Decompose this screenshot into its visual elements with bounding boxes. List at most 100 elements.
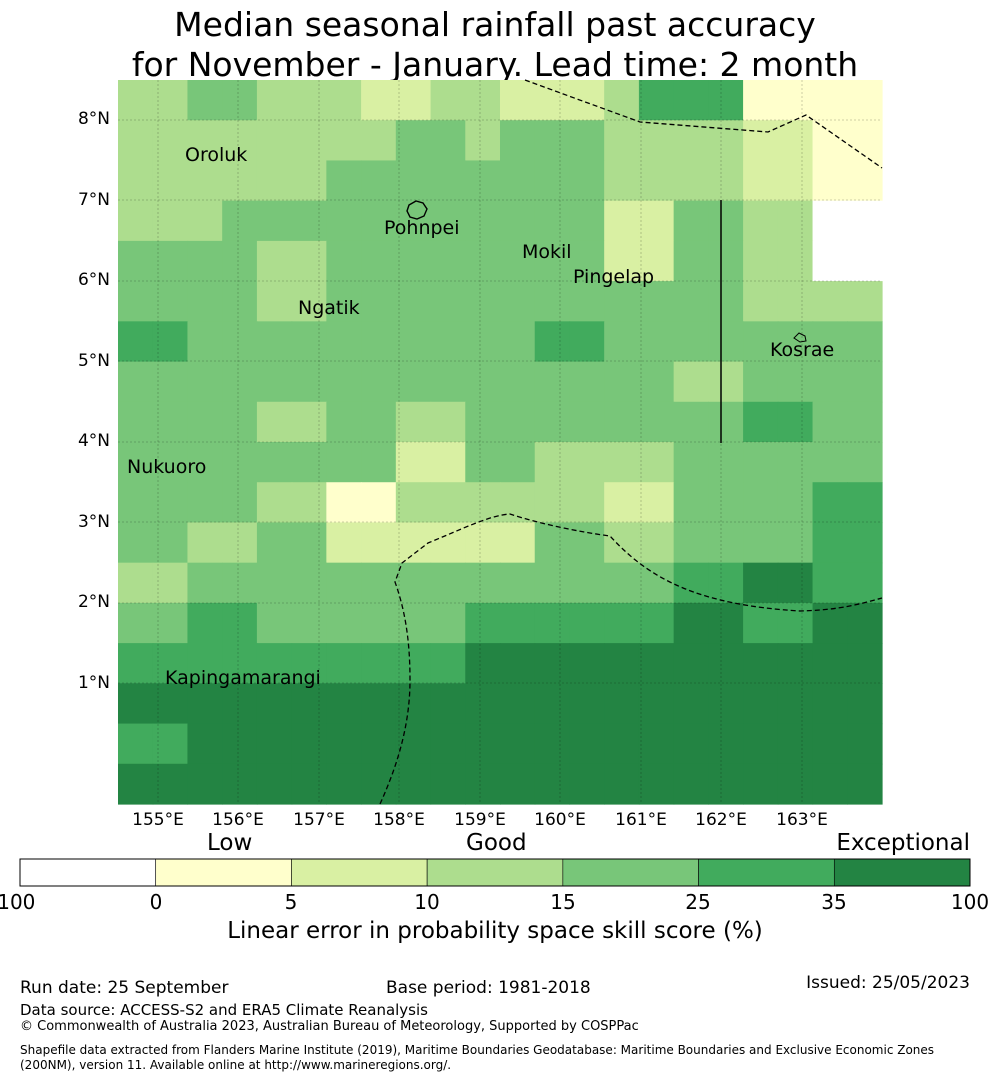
grid-cell bbox=[256, 401, 293, 443]
grid-cell bbox=[187, 120, 223, 162]
grid-cell bbox=[256, 120, 293, 162]
grid-cell bbox=[395, 683, 432, 725]
grid-cell bbox=[256, 80, 293, 121]
grid-cell bbox=[291, 683, 327, 725]
grid-cell bbox=[673, 281, 709, 322]
grid-cell bbox=[812, 401, 848, 443]
grid-cell bbox=[291, 281, 327, 322]
grid-cell bbox=[708, 361, 744, 403]
grid-cell bbox=[534, 321, 571, 363]
grid-cell bbox=[673, 160, 709, 202]
grid-cell bbox=[256, 723, 293, 765]
lat-label-7n: 7°N bbox=[77, 190, 110, 210]
grid-cell bbox=[361, 401, 397, 443]
grid-cell bbox=[534, 562, 571, 604]
grid-cell bbox=[673, 80, 709, 121]
grid-cell bbox=[361, 522, 397, 564]
grid-cell bbox=[638, 683, 675, 725]
grid-cell bbox=[291, 200, 327, 242]
colorbar-tick-0: 0 bbox=[149, 890, 163, 914]
grid-cell bbox=[673, 562, 709, 604]
grid-cell bbox=[604, 160, 640, 202]
grid-cell bbox=[430, 361, 466, 403]
grid-cell bbox=[187, 200, 223, 242]
grid-cell bbox=[743, 643, 779, 684]
grid-cell bbox=[777, 522, 814, 564]
grid-cell bbox=[256, 602, 293, 644]
grid-cell bbox=[430, 763, 466, 805]
grid-cell bbox=[569, 562, 605, 604]
grid-cell bbox=[812, 361, 848, 403]
colorbar-tick-35: 35 bbox=[821, 890, 847, 914]
grid-cell bbox=[291, 160, 327, 202]
grid-cell bbox=[534, 240, 571, 282]
grid-cell bbox=[812, 683, 848, 725]
grid-cell bbox=[604, 482, 640, 524]
grid-cell bbox=[847, 683, 883, 725]
grid-cell bbox=[152, 80, 189, 121]
grid-cell bbox=[395, 80, 432, 121]
lon-label-159e: 159°E bbox=[454, 810, 506, 830]
grid-cell bbox=[534, 160, 571, 202]
grid-cell bbox=[743, 522, 779, 564]
grid-cell bbox=[465, 522, 501, 564]
grid-cell bbox=[743, 723, 779, 765]
grid-cell bbox=[187, 321, 223, 363]
grid-cell bbox=[291, 602, 327, 644]
grid-cell bbox=[500, 442, 536, 483]
grid-cell bbox=[152, 240, 189, 282]
grid-cell bbox=[534, 643, 571, 684]
grid-cell bbox=[777, 361, 814, 403]
colorbar-frame bbox=[19, 858, 971, 887]
grid-cell bbox=[291, 522, 327, 564]
grid-cell bbox=[361, 240, 397, 282]
grid-cell bbox=[708, 281, 744, 322]
grid-cell bbox=[395, 643, 432, 684]
grid-cell bbox=[465, 80, 501, 121]
grid-cell bbox=[222, 240, 258, 282]
grid-cell bbox=[604, 200, 640, 242]
grid-cell bbox=[395, 160, 432, 202]
grid-cell bbox=[222, 683, 258, 725]
grid-cell bbox=[152, 442, 189, 483]
grid-cell bbox=[847, 442, 883, 483]
grid-cell bbox=[187, 643, 223, 684]
grid-cell bbox=[395, 763, 432, 805]
colorbar-category-low: Low bbox=[207, 830, 253, 856]
grid-cell bbox=[430, 160, 466, 202]
grid-cell bbox=[222, 200, 258, 242]
grid-cell bbox=[187, 240, 223, 282]
grid-cell bbox=[395, 120, 432, 162]
grid-cell bbox=[500, 401, 536, 443]
lon-label-155e: 155°E bbox=[132, 810, 184, 830]
place-label-nukuoro: Nukuoro bbox=[127, 456, 206, 478]
grid-cell bbox=[500, 522, 536, 564]
grid-cell bbox=[465, 240, 501, 282]
grid-cell bbox=[361, 200, 397, 242]
grid-cell bbox=[604, 120, 640, 162]
grid-cell bbox=[812, 763, 848, 805]
grid-cell bbox=[222, 442, 258, 483]
grid-cell bbox=[395, 240, 432, 282]
grid-cell bbox=[743, 361, 779, 403]
grid-cell bbox=[152, 321, 189, 363]
grid-cell bbox=[847, 482, 883, 524]
grid-cell bbox=[361, 723, 397, 765]
grid-cell bbox=[256, 643, 293, 684]
grid-cell bbox=[430, 200, 466, 242]
grid-cell bbox=[256, 683, 293, 725]
grid-cell bbox=[465, 442, 501, 483]
grid-cell bbox=[430, 442, 466, 483]
colorbar-category-good: Good bbox=[466, 830, 527, 856]
lon-label-158e: 158°E bbox=[373, 810, 425, 830]
grid-cell bbox=[708, 763, 744, 805]
shapefile-credit: Shapefile data extracted from Flanders M… bbox=[20, 1043, 935, 1072]
grid-cell bbox=[708, 401, 744, 443]
grid-cell bbox=[326, 281, 362, 322]
grid-cell bbox=[743, 80, 779, 121]
grid-cell bbox=[638, 763, 675, 805]
grid-cell bbox=[500, 361, 536, 403]
grid-cell bbox=[430, 602, 466, 644]
grid-cell bbox=[395, 361, 432, 403]
grid-cell bbox=[812, 321, 848, 363]
